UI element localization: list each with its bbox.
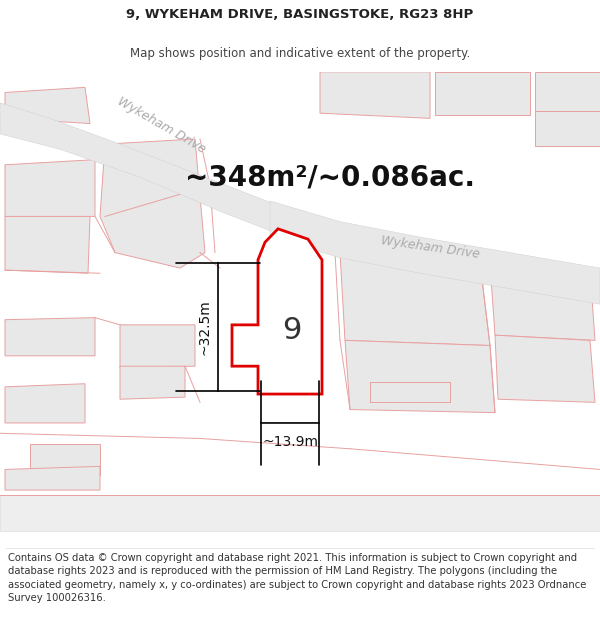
Polygon shape xyxy=(5,384,85,423)
Polygon shape xyxy=(0,495,600,531)
Polygon shape xyxy=(345,341,495,412)
Polygon shape xyxy=(232,229,322,394)
Polygon shape xyxy=(535,72,600,111)
Text: ~13.9m: ~13.9m xyxy=(262,434,318,449)
Text: ~348m²/~0.086ac.: ~348m²/~0.086ac. xyxy=(185,163,475,191)
Polygon shape xyxy=(0,103,330,252)
Polygon shape xyxy=(120,325,195,368)
Polygon shape xyxy=(5,216,90,273)
Text: Wykeham Drive: Wykeham Drive xyxy=(380,234,481,261)
Polygon shape xyxy=(30,444,100,474)
Polygon shape xyxy=(100,139,205,268)
Text: Map shows position and indicative extent of the property.: Map shows position and indicative extent… xyxy=(130,48,470,61)
Polygon shape xyxy=(5,88,90,124)
Text: 9: 9 xyxy=(283,316,302,344)
Text: Contains OS data © Crown copyright and database right 2021. This information is : Contains OS data © Crown copyright and d… xyxy=(8,553,586,602)
Polygon shape xyxy=(370,382,450,402)
Polygon shape xyxy=(5,159,95,216)
Text: Wykeham Drive: Wykeham Drive xyxy=(115,95,208,156)
Polygon shape xyxy=(495,335,595,402)
Polygon shape xyxy=(5,466,100,490)
Polygon shape xyxy=(120,366,185,399)
Polygon shape xyxy=(320,72,430,118)
Polygon shape xyxy=(435,72,530,115)
Text: 9, WYKEHAM DRIVE, BASINGSTOKE, RG23 8HP: 9, WYKEHAM DRIVE, BASINGSTOKE, RG23 8HP xyxy=(127,8,473,21)
Polygon shape xyxy=(340,253,490,346)
Polygon shape xyxy=(5,318,95,356)
Polygon shape xyxy=(535,111,600,146)
Text: ~32.5m: ~32.5m xyxy=(197,299,211,355)
Polygon shape xyxy=(490,263,595,341)
Polygon shape xyxy=(270,201,600,304)
